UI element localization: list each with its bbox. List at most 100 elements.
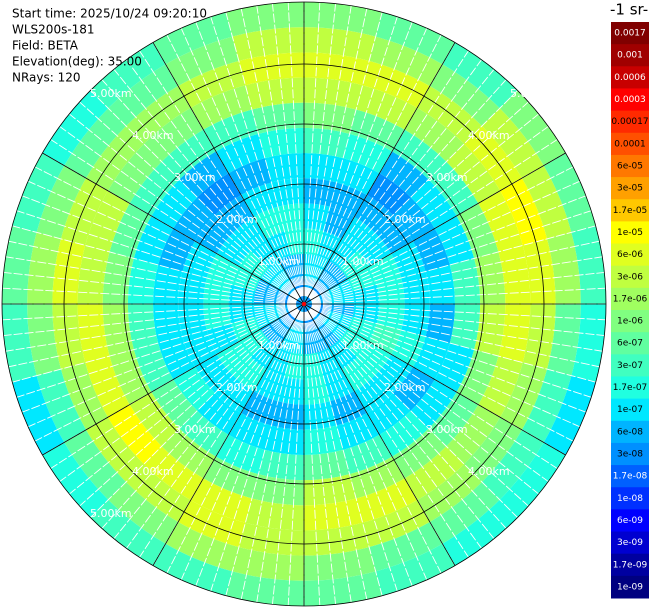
range-gate-cell	[153, 543, 233, 596]
ray-gap	[311, 240, 600, 303]
colorbar-swatch	[611, 442, 649, 466]
colorbar-label: 0.0003	[614, 95, 646, 105]
range-labels: 1.00km 1.00km 1.00km 1.00km 2.00km 2.00km 2.00…	[90, 87, 552, 520]
colorbar-label: 0.00017	[611, 117, 648, 127]
azimuth-spoke	[303, 303, 456, 566]
range-gate-cell	[498, 245, 531, 304]
range-gate-cell	[329, 238, 358, 269]
range-gate-cell	[369, 521, 443, 572]
colorbar-swatch	[611, 376, 649, 400]
colorbar-swatch	[611, 22, 649, 45]
range-gate-cell	[203, 109, 259, 152]
range-gate-cell	[232, 357, 267, 392]
ray-gap	[308, 69, 495, 299]
range-label: 2.00km	[216, 213, 258, 226]
ray-gap	[311, 305, 600, 368]
ray-gap	[311, 195, 587, 302]
range-gate-cell	[428, 161, 479, 216]
ray-gap	[271, 3, 304, 297]
range-gate-cell	[442, 499, 518, 566]
range-gate-cell	[42, 90, 109, 166]
range-gate-cell	[323, 369, 355, 402]
info-line: Start time: 2025/10/24 09:20:10	[12, 7, 207, 21]
range-label: 5.00km	[90, 87, 132, 100]
ray-gap	[305, 12, 383, 297]
ray-gap	[311, 271, 605, 304]
range-gate-cell	[304, 153, 344, 183]
colorbar-swatch	[611, 420, 649, 444]
colorbar: -1 sr- 0.0017 0.001 0.0006 0.0003 0.00017 0.00…	[610, 1, 649, 599]
range-gate-cell	[178, 271, 207, 304]
range-gate-cell	[52, 304, 86, 370]
colorbar-label: 0.0017	[614, 29, 646, 39]
range-gate-cell	[129, 161, 180, 216]
range-gate-cell	[250, 238, 279, 269]
range-gate-cell	[304, 178, 337, 207]
range-gate-cell	[369, 253, 402, 285]
range-gate-cell	[543, 375, 596, 455]
range-gate-cell	[251, 474, 304, 506]
range-gate-cell	[392, 197, 435, 242]
ray-gap	[309, 308, 539, 495]
ray-gap	[34, 166, 298, 301]
ray-gap	[79, 309, 299, 507]
ray-gap	[305, 311, 368, 600]
ray-gap	[21, 195, 297, 302]
range-gate-cell	[277, 203, 304, 232]
range-gate-cell	[304, 425, 344, 455]
colorbar-label: 6e-08	[617, 427, 643, 437]
range-gate-cell	[52, 238, 86, 304]
ray-gap	[8, 240, 297, 303]
colorbar-label: 6e-05	[617, 162, 643, 172]
range-label: 1.00km	[258, 255, 300, 268]
range-gate-cell	[206, 253, 239, 285]
range-gate-cell	[375, 215, 413, 254]
range-gate-cell	[336, 412, 380, 450]
colorbar-swatch	[611, 354, 649, 377]
range-gate-cell	[349, 456, 405, 499]
ray-gap	[69, 308, 299, 495]
range-gate-cell	[153, 304, 183, 344]
range-gate-cell	[90, 42, 166, 109]
range-gate-cell	[379, 410, 429, 457]
ray-gap	[306, 311, 413, 587]
ray-gap	[306, 27, 428, 297]
colorbar-swatch	[611, 531, 649, 555]
range-gate-cell	[391, 330, 426, 367]
range-gate-cell	[304, 449, 350, 481]
range-gate-cell	[404, 107, 465, 162]
ray-gap	[311, 304, 605, 337]
azimuth-spoke	[42, 152, 305, 305]
ray-gap	[8, 305, 297, 368]
colorbar-title: -1 sr-	[610, 1, 648, 19]
range-gate-cell	[264, 153, 304, 183]
range-gate-cell	[379, 151, 429, 198]
range-gate-cell	[456, 349, 499, 405]
range-gate-cell	[339, 329, 370, 358]
colorbar-swatch	[611, 88, 649, 112]
range-gate-cell	[77, 245, 110, 304]
ray-gap	[256, 5, 304, 297]
range-gate-cell	[182, 330, 217, 367]
ray-gap	[309, 309, 518, 518]
ray-gap	[311, 256, 603, 304]
ray-gap	[90, 90, 299, 299]
ray-gap	[126, 59, 300, 298]
range-gate-cell	[521, 165, 572, 239]
range-gate-cell	[412, 336, 450, 380]
range-gate-cell	[434, 215, 475, 265]
ray-gap	[306, 21, 413, 297]
range-gate-cell	[12, 153, 65, 233]
ray-gap	[271, 311, 304, 605]
colorbar-label: 3e-07	[617, 361, 643, 371]
ray-gap	[2, 287, 297, 305]
range-gate-cell	[216, 341, 251, 376]
range-gate-cell	[571, 304, 606, 383]
range-gate-cell	[498, 304, 531, 363]
ray-gap	[166, 34, 301, 298]
range-gate-cell	[2, 225, 37, 304]
info-line: Elevation(deg): 35.00	[12, 55, 142, 69]
range-gate-cell	[354, 375, 393, 413]
info-line: Field: BETA	[12, 39, 79, 53]
ray-gap	[310, 308, 549, 482]
